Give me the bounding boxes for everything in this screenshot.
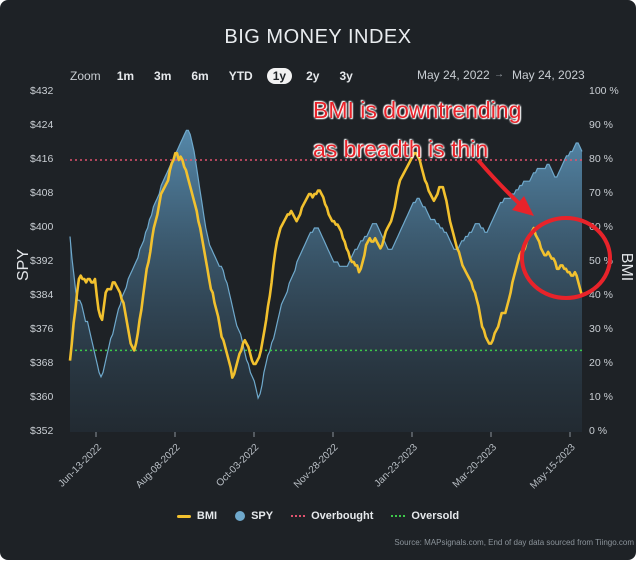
zoom-2y-button[interactable]: 2y	[306, 69, 320, 83]
zoom-label: Zoom	[70, 69, 101, 83]
y-right-tick: 90 %	[589, 119, 613, 131]
legend-oversold-swatch	[391, 515, 406, 517]
legend-bmi-swatch	[176, 514, 191, 518]
y-left-tick: $416	[30, 153, 54, 165]
zoom-selector: Zoom 1m 3m 6m YTD 1y 2y 3y	[70, 67, 367, 85]
legend-oversold-label: Oversold	[411, 510, 460, 522]
zoom-1m-button[interactable]: 1m	[116, 69, 135, 83]
zoom-6m-button[interactable]: 6m	[191, 69, 209, 83]
legend-overbought-swatch	[291, 515, 306, 517]
chart-title: BIG MONEY INDEX	[224, 26, 412, 48]
bmi-line	[68, 151, 584, 379]
y-right-tick: 40 %	[589, 289, 613, 301]
annotation-line-1: BMI is downtrending	[313, 97, 522, 123]
zoom-3y-button[interactable]: 3y	[339, 69, 353, 83]
chart-legend: BMI SPY Overbought Oversold	[0, 510, 636, 522]
y-right-tick: 70 %	[589, 187, 613, 199]
y-right-tick: 20 %	[589, 357, 613, 369]
legend-bmi-label: BMI	[196, 510, 218, 522]
annotation-arrow-shaft	[476, 158, 526, 210]
zoom-ytd-button[interactable]: YTD	[228, 69, 253, 83]
zoom-1y-button[interactable]: 1y	[266, 68, 293, 84]
annotation-line-2: as breadth is thin	[313, 136, 489, 162]
range-from-input[interactable]: May 24, 2022	[417, 68, 490, 82]
y-left-tick: $432	[30, 85, 54, 97]
y-right-tick: 10 %	[589, 391, 613, 403]
legend-spy-label: SPY	[251, 510, 274, 522]
range-to-input[interactable]: May 24, 2023	[512, 68, 585, 82]
legend-item-spy[interactable]: SPY	[235, 510, 273, 522]
legend-item-bmi[interactable]: BMI	[176, 510, 218, 522]
y-left-tick: $360	[30, 391, 54, 403]
y-left-tick: $408	[30, 187, 54, 199]
annotation-circle	[520, 216, 612, 300]
y-left-tick: $368	[30, 357, 54, 369]
zoom-3m-button[interactable]: 3m	[154, 69, 172, 83]
y-left-tick: $384	[30, 289, 54, 301]
y-right-tick: 30 %	[589, 323, 613, 335]
legend-overbought-label: Overbought	[311, 510, 374, 522]
y-right-tick: 0 %	[589, 425, 608, 437]
legend-item-overbought[interactable]: Overbought	[291, 510, 373, 522]
annotation-arrow-head	[512, 196, 534, 216]
spy-area	[70, 130, 582, 433]
spy-line	[69, 129, 583, 400]
y-left-tick: $424	[30, 119, 54, 131]
legend-item-oversold[interactable]: Oversold	[391, 510, 459, 522]
y-left-tick: $400	[30, 221, 54, 233]
legend-spy-swatch	[235, 511, 246, 521]
y-right-tick: 100 %	[589, 85, 619, 97]
y-right-tick: 50 %	[589, 255, 613, 267]
y-left-tick: $352	[30, 425, 54, 437]
y-right-tick: 80 %	[589, 153, 613, 165]
y-left-tick: $392	[30, 255, 54, 267]
source-note: Source: MAPsignals.com, End of day data …	[394, 538, 634, 547]
y-left-tick: $376	[30, 323, 54, 335]
range-arrow-icon: →	[494, 69, 504, 80]
